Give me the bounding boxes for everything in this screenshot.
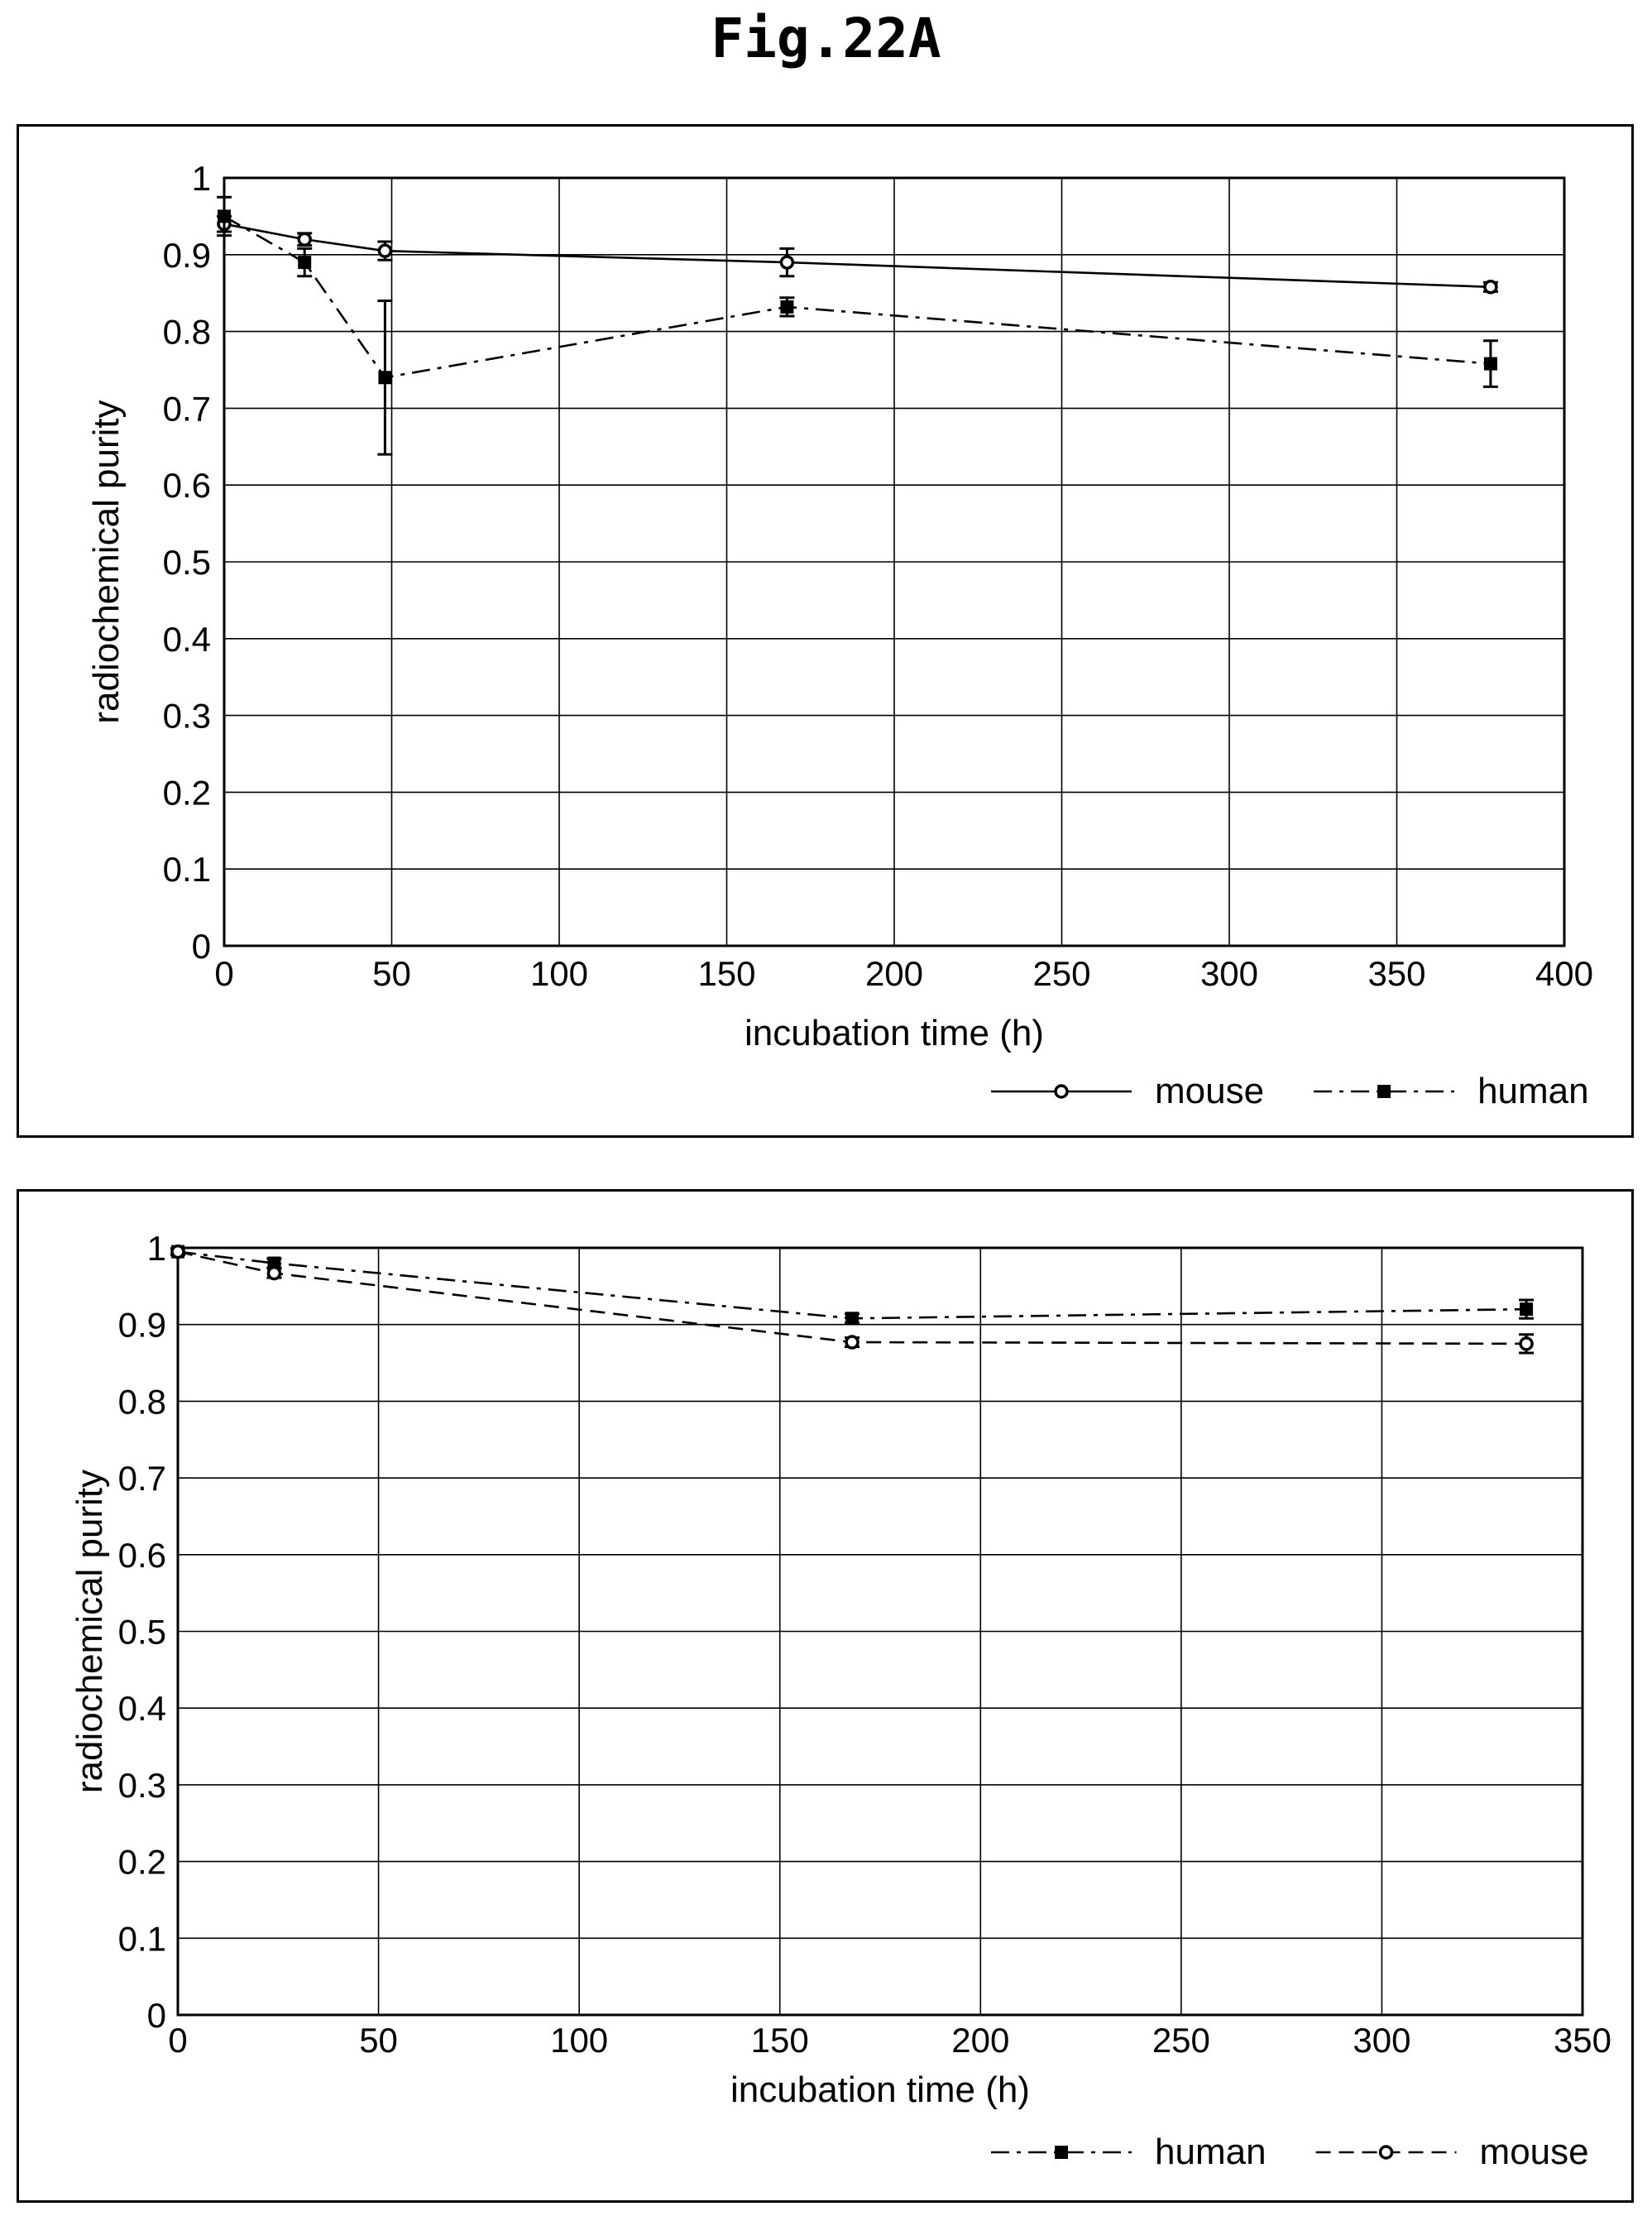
y-tick-label: 0.9	[118, 1306, 166, 1345]
legend-marker-mouse	[1054, 1084, 1069, 1099]
x-axis-title: incubation time (h)	[745, 1013, 1044, 1053]
y-tick-label: 0.4	[118, 1689, 166, 1728]
data-point-human	[845, 1312, 860, 1326]
x-tick-label: 50	[372, 954, 411, 993]
x-tick-label: 300	[1353, 2021, 1410, 2060]
legend-marker-mouse	[1378, 2145, 1394, 2160]
chart-bottom: 0 0.1 0.2 0.3 0.4 0.5 0.6 0.7 0.8 0.9 1 0 50 100 150 20…	[69, 1229, 1611, 2172]
y-tick-label: 0.5	[163, 543, 211, 582]
x-tick-label: 250	[1152, 2021, 1210, 2060]
series-line-human	[177, 1250, 1527, 1320]
data-point-human	[298, 256, 312, 270]
data-point-human	[267, 1256, 281, 1270]
y-tick-label: 0.7	[163, 389, 211, 428]
chart-panel-top: 0 0.1 0.2 0.3 0.4 0.5 0.6 0.7 0.8 0.9 1 0 50 100 150 20…	[17, 124, 1634, 1138]
series-line-human	[223, 215, 1492, 379]
y-tick-label: 0.8	[118, 1382, 166, 1421]
y-tick-label: 0.9	[163, 236, 211, 275]
x-tick-label: 300	[1200, 954, 1258, 993]
y-tick-label: 0.4	[163, 620, 211, 659]
y-tick-label: 0.6	[118, 1536, 166, 1575]
legend-label-human: human	[1155, 2132, 1267, 2172]
y-tick-label: 0.5	[118, 1613, 166, 1652]
y-tick-label: 0.3	[163, 697, 211, 736]
y-axis-title: radiochemical purity	[69, 1470, 110, 1793]
y-tick-label: 0.7	[118, 1459, 166, 1498]
x-axis-title: incubation time (h)	[730, 2070, 1030, 2110]
y-tick-label: 0.6	[163, 466, 211, 505]
x-tick-label: 0	[214, 954, 233, 993]
data-point-mouse	[170, 1244, 185, 1259]
data-point-mouse	[1483, 280, 1498, 295]
y-tick-label: 0.8	[163, 313, 211, 352]
data-point-mouse	[845, 1335, 860, 1350]
x-tick-label: 250	[1032, 954, 1090, 993]
x-tick-label: 200	[865, 954, 923, 993]
y-tick-label: 0.2	[118, 1843, 166, 1882]
plot-area-frame	[176, 1246, 1584, 2017]
chart-top: 0 0.1 0.2 0.3 0.4 0.5 0.6 0.7 0.8 0.9 1 0 50 100 150 20…	[86, 159, 1593, 1111]
legend-marker-human	[1377, 1085, 1391, 1098]
x-tick-label: 350	[1554, 2021, 1611, 2060]
data-point-human	[378, 371, 392, 385]
data-point-mouse	[266, 1265, 282, 1281]
legend-marker-human	[1055, 2146, 1068, 2159]
x-tick-label: 150	[751, 2021, 809, 2060]
data-point-human	[1520, 1302, 1534, 1317]
x-tick-label: 100	[530, 954, 588, 993]
x-tick-label: 200	[951, 2021, 1009, 2060]
legend-label-human: human	[1477, 1071, 1589, 1111]
x-tick-label: 50	[359, 2021, 398, 2060]
data-point-mouse	[297, 232, 312, 247]
chart-panel-bottom: 0 0.1 0.2 0.3 0.4 0.5 0.6 0.7 0.8 0.9 1 0 50 100 150 20…	[17, 1189, 1634, 2203]
y-axis-title: radiochemical purity	[86, 400, 127, 723]
data-point-human	[1483, 357, 1497, 371]
x-tick-label: 150	[697, 954, 755, 993]
legend-label-mouse: mouse	[1155, 1071, 1264, 1111]
series-line-mouse	[177, 1250, 1527, 1345]
data-point-human	[780, 300, 794, 314]
plot-area-frame	[223, 176, 1566, 947]
data-point-mouse	[1519, 1336, 1534, 1351]
y-tick-label: 0	[147, 1996, 166, 2035]
y-tick-label: 1	[192, 159, 211, 198]
x-tick-label: 350	[1367, 954, 1425, 993]
y-tick-label: 0	[192, 927, 211, 966]
figure-title: Fig.22A	[711, 7, 941, 70]
y-tick-label: 0.2	[163, 773, 211, 812]
data-point-mouse	[377, 243, 393, 258]
y-tick-label: 0.1	[118, 1919, 166, 1958]
legend-label-mouse: mouse	[1480, 2132, 1589, 2172]
x-tick-label: 100	[550, 2021, 608, 2060]
series-line-mouse	[223, 223, 1491, 289]
x-tick-label: 0	[168, 2021, 187, 2060]
y-tick-label: 0.1	[163, 850, 211, 889]
y-tick-label: 0.3	[118, 1766, 166, 1805]
data-point-human	[218, 209, 231, 223]
x-tick-label: 400	[1535, 954, 1593, 993]
data-point-mouse	[779, 255, 795, 270]
y-tick-label: 1	[147, 1229, 166, 1268]
